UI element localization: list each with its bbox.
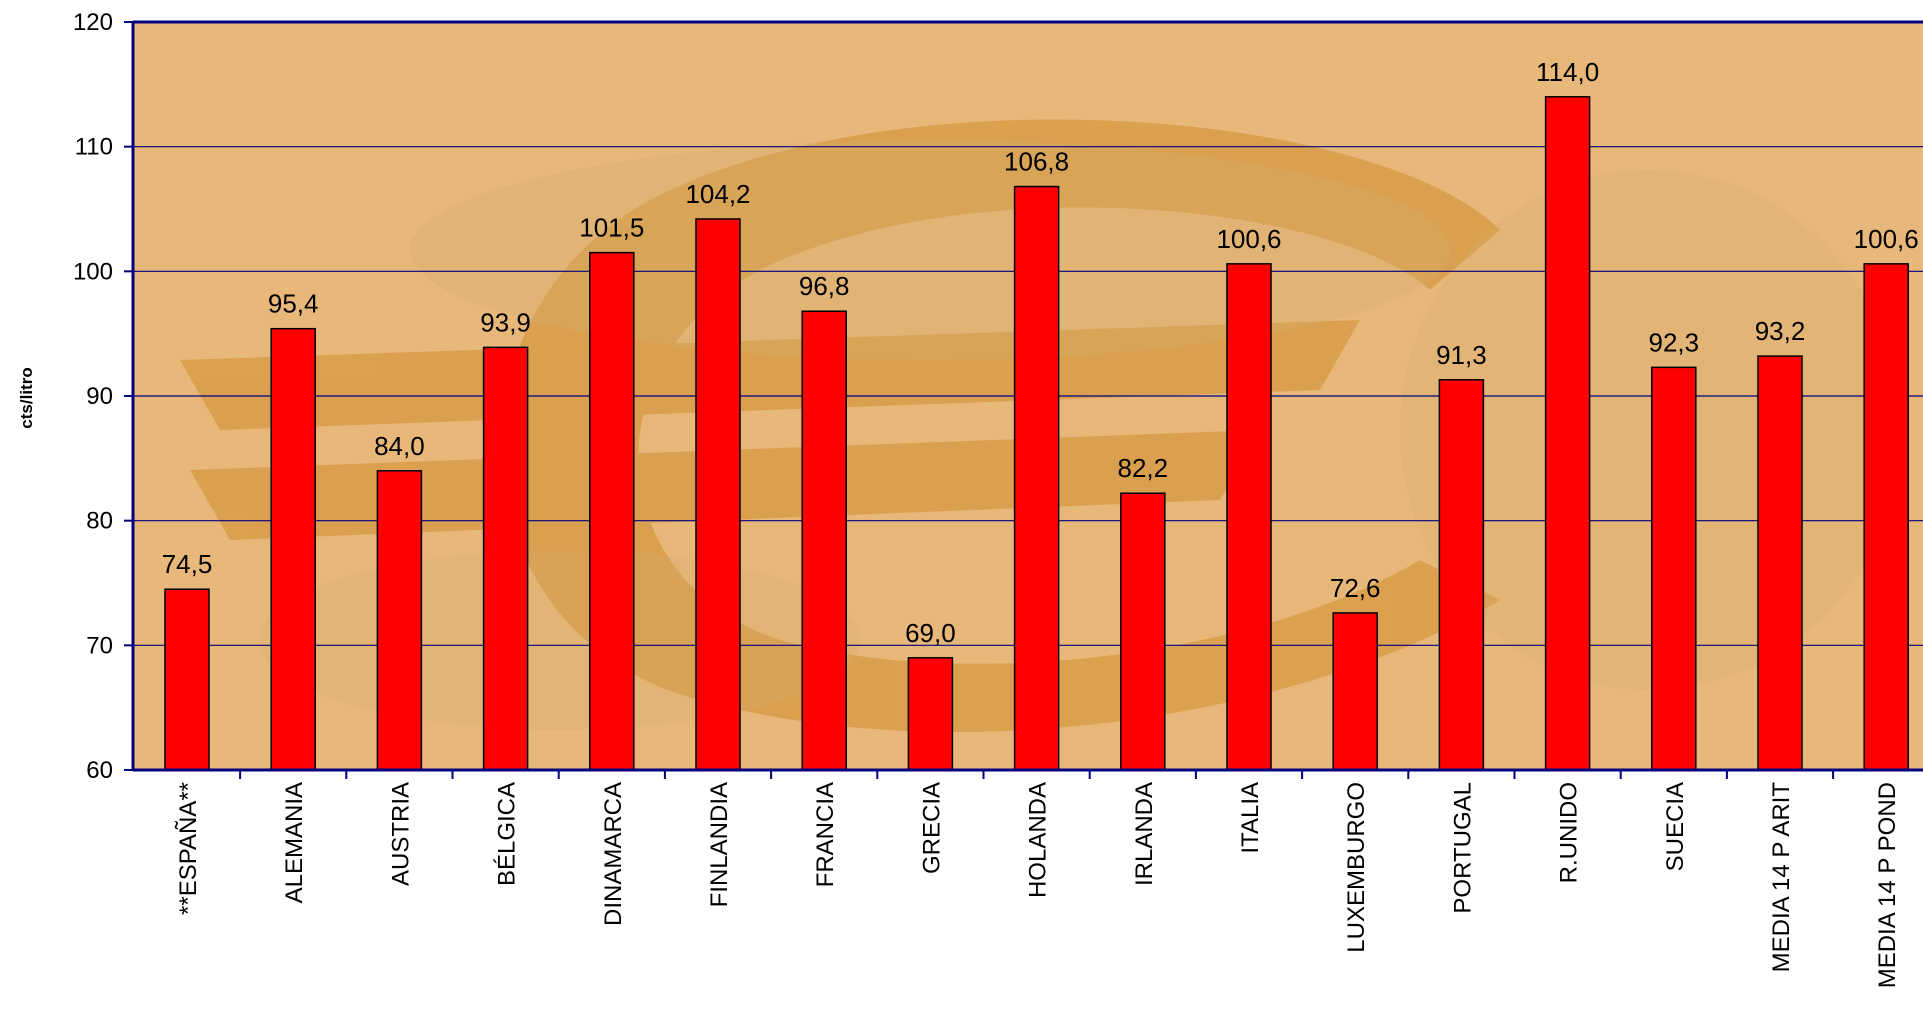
x-tick-label: MEDIA 14 P POND	[1874, 782, 1901, 988]
bar	[164, 588, 210, 771]
bar	[1332, 612, 1378, 771]
data-label: 72,6	[1330, 573, 1381, 603]
data-label: 74,5	[162, 549, 213, 579]
bar	[1226, 263, 1272, 771]
bar	[482, 346, 529, 771]
bar	[1120, 492, 1166, 771]
data-label: 114,0	[1536, 57, 1599, 87]
x-tick-label: ITALIA	[1237, 782, 1264, 854]
value-labels: 74,5 95,4 84,0 93,9 101,5 104,2 96,8 69,0 106,8 8…	[162, 57, 1919, 648]
y-tick-label: 110	[75, 134, 113, 161]
x-tick-label: PORTUGAL	[1449, 782, 1476, 914]
x-tick-label: ALEMANIA	[281, 782, 308, 903]
x-tick-label: SUECIA	[1662, 782, 1689, 871]
y-tick-label: 100	[73, 258, 113, 285]
bar	[801, 310, 847, 771]
data-label: 93,2	[1755, 316, 1806, 346]
bar	[589, 251, 635, 771]
bar	[376, 470, 423, 771]
x-tick-label: DINAMARCA	[600, 782, 627, 926]
bar	[907, 657, 954, 771]
data-label: 69,0	[905, 618, 956, 648]
x-tick-label: FRANCIA	[812, 782, 839, 887]
y-axis-label: cts/litro	[17, 367, 36, 428]
data-label: 93,9	[480, 307, 531, 337]
y-tick-label: 120	[73, 9, 113, 36]
x-tick-label: BÉLGICA	[494, 782, 521, 886]
data-label: 96,8	[799, 271, 850, 301]
y-tick-label: 70	[86, 632, 113, 659]
y-tick-label: 80	[86, 508, 113, 535]
x-tick-label: HOLANDA	[1025, 782, 1052, 898]
bar	[1013, 185, 1060, 771]
bar	[270, 327, 316, 771]
data-label: 82,2	[1117, 453, 1168, 483]
data-label: 91,3	[1436, 340, 1487, 370]
axes	[131, 20, 1923, 772]
x-tick-label: FINLANDIA	[706, 782, 733, 907]
bar	[1438, 379, 1485, 771]
data-label: 100,6	[1854, 224, 1919, 254]
y-tick-label: 60	[86, 757, 113, 784]
x-tick-label: GRECIA	[918, 782, 945, 874]
data-label: 100,6	[1216, 224, 1281, 254]
x-tick-label: LUXEMBURGO	[1343, 782, 1370, 953]
bar	[1651, 366, 1697, 771]
x-tick-label: MEDIA 14 P ARIT	[1768, 782, 1795, 973]
data-label: 95,4	[268, 289, 319, 319]
bar	[1544, 96, 1591, 771]
x-tick-label: **ESPAÑA**	[175, 782, 202, 915]
x-tick-label: IRLANDA	[1131, 782, 1158, 886]
bars	[164, 96, 1909, 771]
bar	[1863, 263, 1909, 771]
bar	[695, 218, 741, 771]
y-tick-labels: 60 70 80 90 100 110 120	[73, 9, 113, 784]
x-tick-label: R.UNIDO	[1556, 782, 1583, 883]
data-label: 92,3	[1648, 327, 1699, 357]
data-label: 104,2	[685, 179, 750, 209]
y-tick-label: 90	[86, 383, 113, 410]
data-label: 101,5	[579, 213, 644, 243]
bar	[1757, 355, 1803, 771]
x-tick-label: AUSTRIA	[387, 782, 414, 886]
x-tick-labels: **ESPAÑA** ALEMANIA AUSTRIA BÉLGICA DINAMARC…	[175, 770, 1901, 988]
data-label: 106,8	[1004, 147, 1069, 177]
data-label: 84,0	[374, 431, 425, 461]
